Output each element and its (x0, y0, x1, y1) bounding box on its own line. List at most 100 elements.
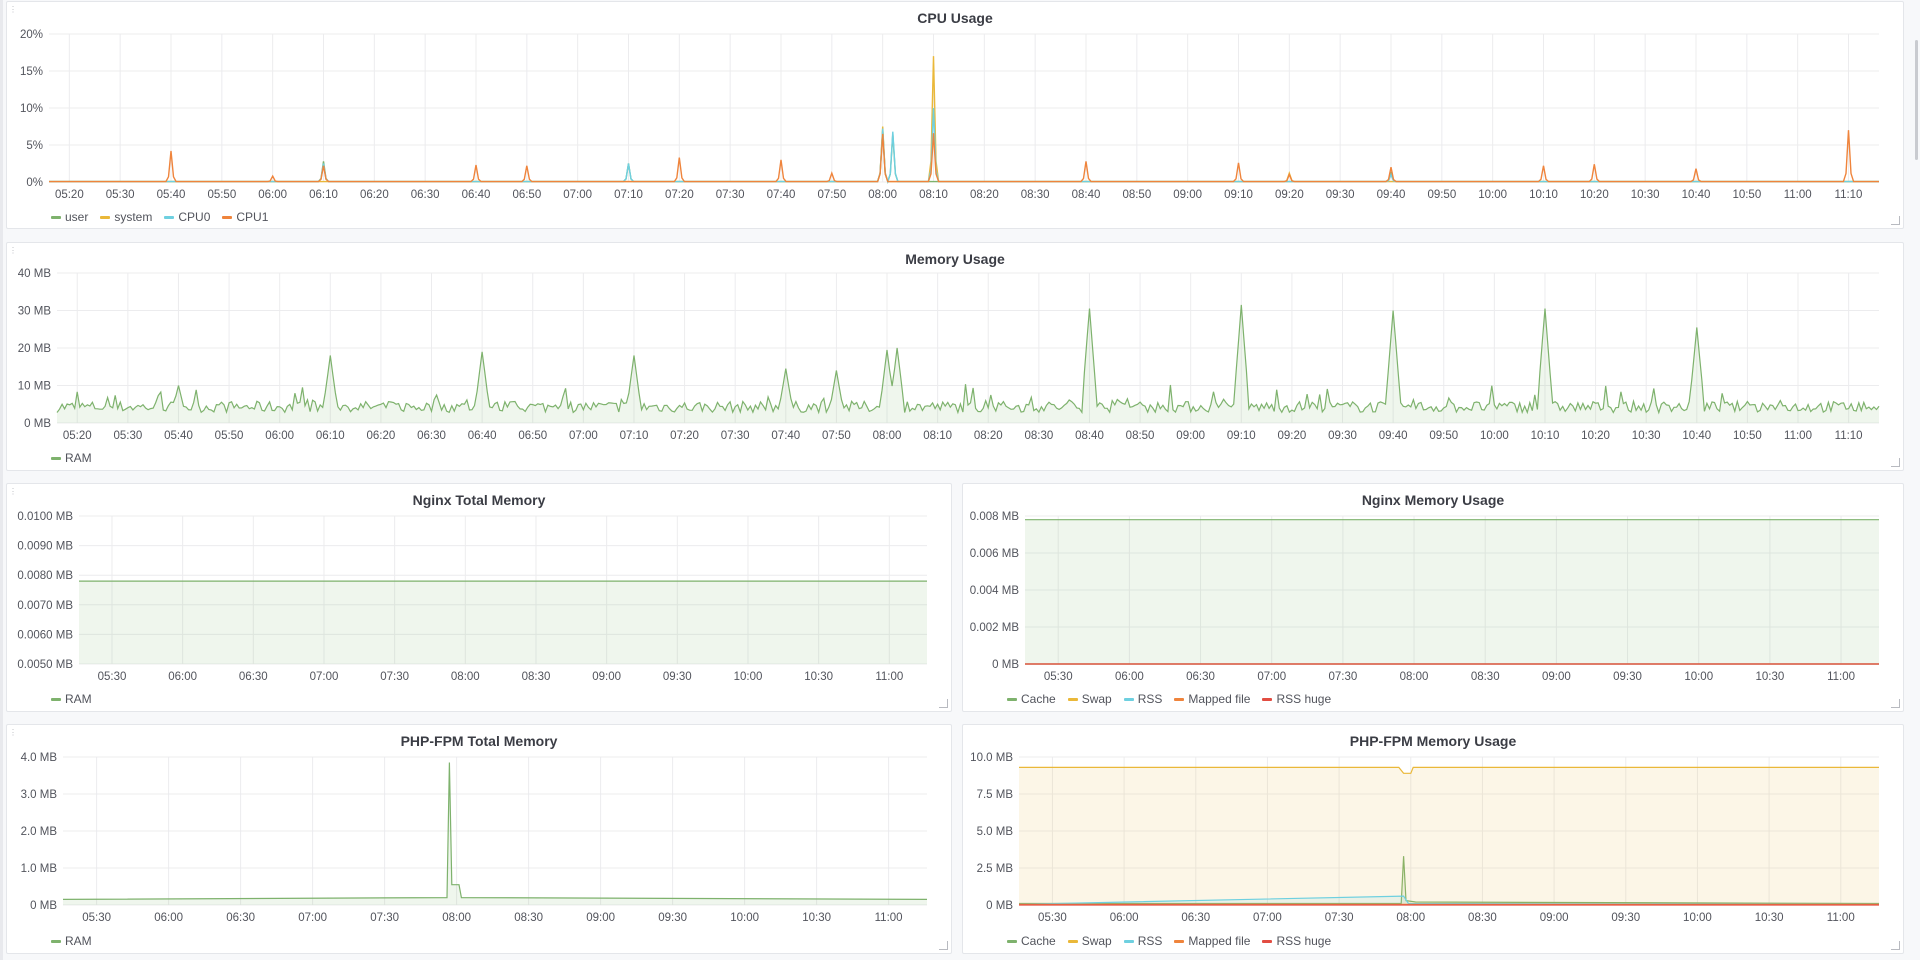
y-tick-label: 40 MB (18, 268, 52, 280)
y-tick-label: 10% (20, 103, 43, 115)
legend-label: system (114, 210, 153, 224)
x-tick-label: 08:00 (1400, 671, 1429, 683)
resize-handle-icon[interactable] (939, 941, 948, 950)
resize-handle-icon[interactable] (1891, 699, 1900, 708)
legend-label: Cache (1021, 934, 1056, 948)
legend-item-swap[interactable]: Swap (1067, 692, 1112, 706)
y-tick-label: 15% (20, 66, 43, 78)
x-tick-label: 07:40 (771, 430, 800, 442)
x-tick-label: 07:50 (817, 189, 846, 201)
x-tick-label: 10:10 (1529, 189, 1558, 201)
legend-item-cpu0[interactable]: CPU0 (164, 210, 210, 224)
php-fpm-memory-usage-chart[interactable]: 0 MB 2.5 MB 5.0 MB 7.5 MB 10.0 MB 05:30 06:00 0… (963, 725, 1905, 955)
resize-handle-icon[interactable] (939, 699, 948, 708)
x-tick-label: 10:30 (1755, 912, 1784, 924)
x-tick-label: 08:00 (873, 430, 902, 442)
legend-item-system[interactable]: system (100, 210, 152, 224)
legend-label: RAM (65, 692, 92, 706)
legend: Cache Swap RSS Mapped file RSS huge (1007, 692, 1331, 706)
x-tick-label: 08:00 (442, 912, 471, 924)
y-tick-label: 0% (26, 177, 43, 189)
panel-title[interactable]: Nginx Total Memory (412, 492, 546, 508)
legend-label: RSS (1137, 934, 1163, 948)
x-tick-label: 05:30 (1044, 671, 1073, 683)
x-tick-label: 09:30 (663, 671, 692, 683)
legend-item-rss[interactable]: RSS (1123, 934, 1163, 948)
legend: RAM (51, 934, 92, 948)
y-tick-label: 4.0 MB (21, 752, 58, 764)
x-tick-label: 09:00 (1542, 671, 1571, 683)
x-tick-label: 08:10 (919, 189, 948, 201)
drag-handle-icon[interactable]: ⋮ (9, 487, 17, 496)
x-tick-label: 08:30 (1471, 671, 1500, 683)
x-tick-label: 08:20 (974, 430, 1003, 442)
x-tick-label: 06:20 (360, 189, 389, 201)
legend: Cache Swap RSS Mapped file RSS huge (1007, 934, 1331, 948)
legend-item-mapped-file[interactable]: Mapped file (1174, 692, 1250, 706)
drag-handle-icon[interactable]: ⋮ (9, 5, 17, 14)
legend: RAM (51, 451, 92, 465)
x-tick-label: 07:30 (370, 912, 399, 924)
legend-item-rss-huge[interactable]: RSS huge (1262, 934, 1331, 948)
x-tick-label: 05:40 (164, 430, 193, 442)
x-tick-label: 07:10 (620, 430, 649, 442)
x-tick-label: 06:30 (1186, 671, 1215, 683)
x-tick-label: 10:30 (1632, 430, 1661, 442)
legend-item-rss[interactable]: RSS (1123, 692, 1162, 706)
memory-usage-panel: ⋮ Memory Usage 0 MB 10 MB 20 MB 30 MB 40 MB 0… (6, 242, 1904, 471)
legend-item-ram[interactable]: RAM (51, 451, 92, 465)
panel-title[interactable]: Memory Usage (905, 251, 1005, 267)
x-tick-label: 10:50 (1733, 430, 1762, 442)
y-tick-label: 0.008 MB (970, 511, 1020, 523)
resize-handle-icon[interactable] (1891, 458, 1900, 467)
resize-handle-icon[interactable] (1891, 216, 1900, 225)
y-tick-label: 0 MB (30, 900, 57, 912)
x-tick-label: 06:00 (168, 671, 197, 683)
legend-label: RSS huge (1276, 934, 1332, 948)
panel-title[interactable]: PHP-FPM Memory Usage (1349, 733, 1517, 749)
x-tick-label: 05:40 (157, 189, 186, 201)
legend-item-rss-huge[interactable]: RSS huge (1262, 692, 1331, 706)
panel-title[interactable]: Nginx Memory Usage (1361, 492, 1505, 508)
legend-swatch-icon (51, 697, 61, 701)
y-tick-label: 0.0050 MB (17, 659, 73, 671)
legend-item-cpu1[interactable]: CPU1 (222, 210, 268, 224)
memory-usage-chart[interactable]: 0 MB 10 MB 20 MB 30 MB 40 MB 05:20 05:30 05:40 0… (7, 243, 1905, 472)
x-tick-label: 08:00 (868, 189, 897, 201)
legend-item-cache[interactable]: Cache (1007, 692, 1056, 706)
x-tick-label: 09:50 (1429, 430, 1458, 442)
series-line-cache (1019, 856, 1880, 905)
legend-item-mapped-file[interactable]: Mapped file (1174, 934, 1250, 948)
legend-label: RAM (65, 451, 92, 465)
php-fpm-total-memory-chart[interactable]: 0 MB 1.0 MB 2.0 MB 3.0 MB 4.0 MB 05:30 06:00 06… (7, 725, 953, 955)
panel-title[interactable]: CPU Usage (917, 10, 993, 26)
x-tick-label: 09:30 (1328, 430, 1357, 442)
x-tick-label: 11:00 (875, 912, 903, 924)
x-tick-label: 09:00 (586, 912, 615, 924)
nginx-total-memory-chart[interactable]: 0.0050 MB 0.0060 MB 0.0070 MB 0.0080 MB 0.00… (7, 484, 953, 713)
x-tick-label: 08:40 (1072, 189, 1101, 201)
legend-label: CPU0 (178, 210, 211, 224)
legend-item-ram[interactable]: RAM (51, 692, 92, 706)
y-tick-label: 2.0 MB (21, 826, 58, 838)
panel-title[interactable]: PHP-FPM Total Memory (400, 733, 558, 749)
cpu-usage-chart[interactable]: 0% 5% 10% 15% 20% 05:20 05:30 05:40 05:50 06:00 06… (7, 2, 1905, 230)
x-tick-label: 06:30 (1181, 912, 1210, 924)
x-tick-label: 05:30 (1038, 912, 1067, 924)
legend-label: CPU1 (236, 210, 269, 224)
x-tick-label: 10:20 (1580, 189, 1609, 201)
x-tick-label: 05:30 (98, 671, 127, 683)
nginx-memory-usage-chart[interactable]: 0 MB 0.002 MB 0.004 MB 0.006 MB 0.008 MB 05:3… (963, 484, 1905, 713)
page-scrollbar[interactable] (1915, 40, 1918, 160)
y-tick-label: 10.0 MB (970, 752, 1013, 764)
y-tick-label: 30 MB (18, 306, 52, 318)
drag-handle-icon[interactable]: ⋮ (9, 246, 17, 255)
legend-item-user[interactable]: user (51, 210, 88, 224)
x-tick-label: 07:40 (767, 189, 796, 201)
legend-item-ram[interactable]: RAM (51, 934, 92, 948)
legend-item-cache[interactable]: Cache (1007, 934, 1056, 948)
legend-item-swap[interactable]: Swap (1067, 934, 1112, 948)
drag-handle-icon[interactable]: ⋮ (9, 728, 17, 737)
legend-swatch-icon (1067, 697, 1078, 701)
resize-handle-icon[interactable] (1891, 941, 1900, 950)
